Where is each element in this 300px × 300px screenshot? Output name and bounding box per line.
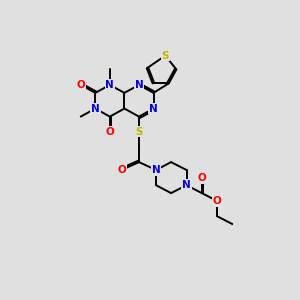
Text: O: O [106, 127, 114, 136]
Text: O: O [197, 173, 206, 183]
Text: N: N [152, 165, 161, 175]
Text: O: O [117, 165, 126, 175]
Text: N: N [106, 80, 114, 90]
Text: N: N [135, 80, 143, 90]
Text: N: N [91, 103, 100, 113]
Text: S: S [135, 127, 143, 136]
Text: O: O [213, 196, 221, 206]
Text: O: O [76, 80, 85, 90]
Text: N: N [182, 180, 191, 190]
Text: S: S [162, 51, 169, 61]
Text: N: N [149, 103, 158, 113]
